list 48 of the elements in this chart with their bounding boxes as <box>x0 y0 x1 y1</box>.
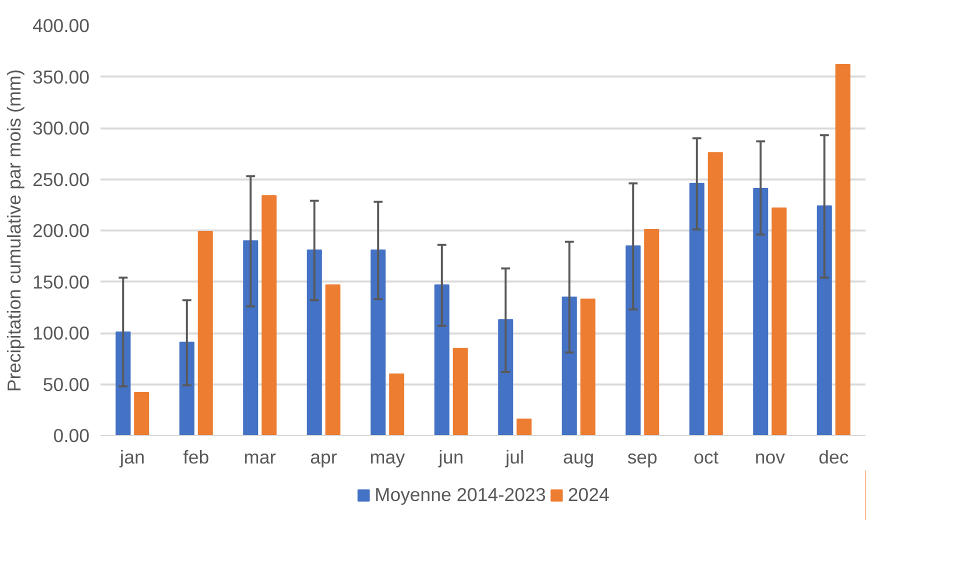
y-tick-label: 100.00 <box>32 322 90 344</box>
bar <box>389 374 404 436</box>
x-tick-label: jul <box>504 446 524 468</box>
y-tick-label: 250.00 <box>32 168 90 190</box>
bar <box>644 228 660 436</box>
bar <box>753 188 768 436</box>
x-tick-label: aug <box>563 446 594 468</box>
legend-label: 2024 <box>568 484 610 506</box>
bar <box>835 64 850 436</box>
bar <box>626 245 641 436</box>
x-tick-label: feb <box>183 446 210 468</box>
bar <box>179 342 194 436</box>
x-tick-label: mar <box>244 446 276 468</box>
bar <box>434 284 450 436</box>
bar <box>816 205 832 436</box>
y-tick-label: 400.00 <box>32 15 90 36</box>
x-tick-label: sep <box>627 446 658 468</box>
y-tick-label: 300.00 <box>32 118 90 138</box>
bar <box>708 152 723 436</box>
bar <box>689 182 704 436</box>
bar <box>772 207 787 436</box>
x-tick-label: apr <box>310 446 338 468</box>
x-tick-label: dec <box>818 446 849 468</box>
bar <box>134 392 150 436</box>
bar <box>306 249 322 436</box>
x-tick-label: jun <box>438 446 464 468</box>
bar <box>580 298 596 436</box>
y-tick-label: 150.00 <box>32 271 90 292</box>
x-tick-label: nov <box>754 446 786 468</box>
bar <box>325 284 340 436</box>
bar <box>262 195 277 436</box>
y-tick-label: 50.00 <box>42 374 90 395</box>
bar <box>498 319 514 436</box>
x-tick-label: oct <box>694 446 720 468</box>
bar <box>562 296 577 436</box>
bar <box>243 240 258 436</box>
legend-label: Moyenne 2014-2023 <box>374 484 546 506</box>
bar <box>452 348 468 436</box>
x-tick-label: may <box>370 446 406 468</box>
y-tick-label: 350.00 <box>32 66 90 88</box>
y-tick-label: 200.00 <box>32 220 90 241</box>
x-tick-label: jan <box>118 446 145 468</box>
bar <box>370 249 386 436</box>
y-axis-title: Precipitation cumulative par mois (mm) <box>3 69 24 392</box>
y-tick-label: 0.00 <box>53 425 90 446</box>
bar <box>516 418 532 436</box>
bar <box>198 231 213 436</box>
bar <box>116 331 131 436</box>
